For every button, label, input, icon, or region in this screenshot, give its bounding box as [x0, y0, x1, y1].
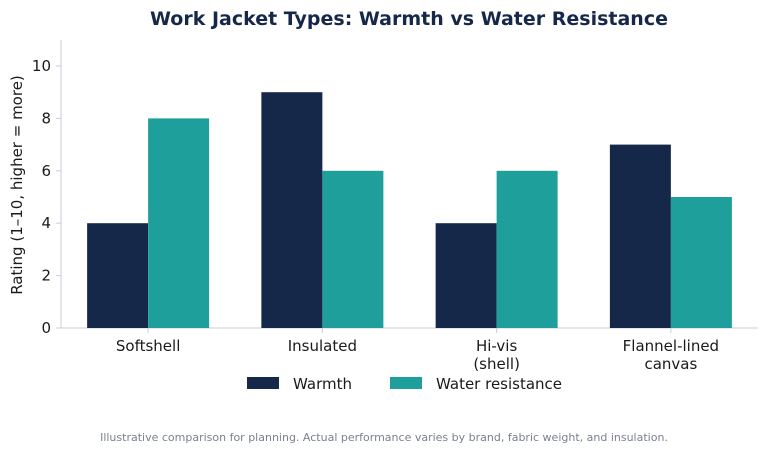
bar-water-resistance [670, 197, 732, 328]
x-tick-label: Insulated [288, 337, 357, 355]
bar-warmth [87, 223, 149, 328]
y-tick-label: 6 [41, 162, 51, 180]
bar-water-resistance [322, 170, 384, 328]
legend-swatch [247, 377, 279, 389]
y-tick-label: 4 [41, 214, 51, 232]
y-tick-label: 8 [41, 109, 51, 127]
bar-water-resistance [496, 170, 558, 328]
y-tick-label: 10 [32, 57, 51, 75]
bar-water-resistance [148, 118, 210, 329]
legend: Warmth Water resistance [247, 375, 562, 393]
plot-area: 0 2 4 6 8 10 Softshell Insulated Hi-vis (shell) Fl… [32, 40, 758, 373]
x-tick-label: Flannel-lined canvas [623, 337, 719, 373]
legend-label: Warmth [293, 375, 352, 393]
footnote-caption: Illustrative comparison for planning. Ac… [100, 431, 668, 444]
y-axis-label: Rating (1–10, higher = more) [8, 75, 26, 295]
x-tick-label: Softshell [116, 337, 180, 355]
bar-warmth [609, 144, 671, 328]
bar-warmth [261, 92, 323, 328]
x-tick-label: Hi-vis (shell) [473, 337, 520, 373]
y-tick-label: 0 [41, 319, 51, 337]
bar-warmth [435, 223, 497, 328]
chart-title: Work Jacket Types: Warmth vs Water Resis… [150, 8, 668, 30]
legend-swatch [390, 377, 422, 389]
y-tick-label: 2 [41, 267, 51, 285]
legend-label: Water resistance [436, 375, 562, 393]
